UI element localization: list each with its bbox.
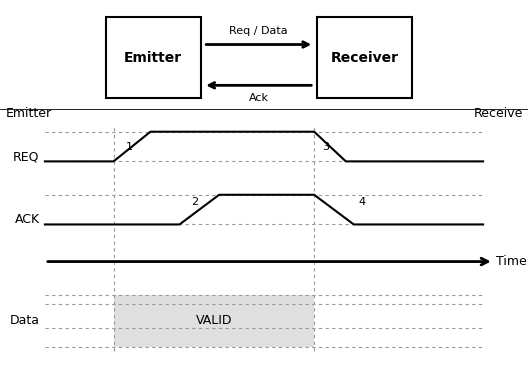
Text: REQ: REQ [13, 150, 40, 163]
Text: Emitter: Emitter [5, 106, 51, 120]
Text: VALID: VALID [195, 314, 232, 328]
Text: Emitter: Emitter [124, 50, 182, 65]
Text: Data: Data [10, 314, 40, 328]
Bar [106, 17, 201, 98]
Text: Req / Data: Req / Data [229, 26, 288, 36]
Text: 2: 2 [191, 197, 198, 207]
Text: 4: 4 [358, 197, 365, 207]
Text: Time: Time [496, 255, 527, 268]
Bar [317, 17, 412, 98]
Text: Receiver: Receiver [331, 50, 398, 65]
Text: 1: 1 [126, 142, 133, 151]
Text: ACK: ACK [14, 213, 40, 226]
Bar [114, 295, 314, 347]
Text: Receive: Receive [473, 106, 523, 120]
Text: Ack: Ack [249, 93, 269, 103]
Text: 3: 3 [322, 142, 329, 151]
